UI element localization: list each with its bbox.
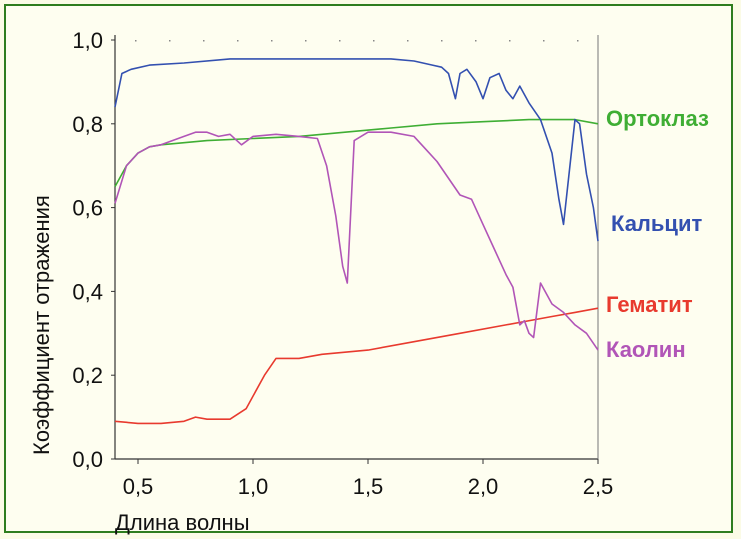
top-dot xyxy=(339,40,341,42)
chart-frame xyxy=(4,4,733,533)
y-tick-label: 0,2 xyxy=(72,363,103,388)
top-dot xyxy=(407,40,409,42)
top-dot xyxy=(237,40,239,42)
top-dot xyxy=(543,40,545,42)
series-label-Гематит: Гематит xyxy=(606,292,693,317)
x-tick-label: 2,0 xyxy=(468,474,499,499)
top-dot xyxy=(203,40,205,42)
x-tick-label: 0,5 xyxy=(123,474,154,499)
top-dot xyxy=(373,40,375,42)
series-label-Кальцит: Кальцит xyxy=(611,211,702,236)
series-line-Гематит xyxy=(114,307,599,425)
top-dot xyxy=(305,40,307,42)
series-lines xyxy=(114,58,599,425)
x-tick-label: 1,0 xyxy=(238,474,269,499)
top-dot xyxy=(169,40,171,42)
y-tick-label: 0,8 xyxy=(72,112,103,137)
series-line-Ортоклаз xyxy=(114,118,599,187)
x-axis-title: Длина волны xyxy=(115,510,250,535)
top-dot xyxy=(475,40,477,42)
y-axis-title: Коэффициент отражения xyxy=(29,195,54,455)
top-dot xyxy=(271,40,273,42)
top-dot xyxy=(441,40,443,42)
x-tick-label: 1,5 xyxy=(353,474,384,499)
top-dot xyxy=(135,40,137,42)
y-tick-label: 0,6 xyxy=(72,196,103,221)
x-tick-label: 2,5 xyxy=(583,474,614,499)
series-label-Каолин: Каолин xyxy=(606,337,686,362)
top-dot xyxy=(577,40,579,42)
series-label-Ортоклаз: Ортоклаз xyxy=(606,106,709,131)
axes: 0,0 0,2 0,4 0,6 0,8 1,0 0,5 1,0 1,5 2,0 2,5 xyxy=(72,28,613,499)
y-tick-label: 1,0 xyxy=(72,28,103,53)
y-tick-label: 0,4 xyxy=(72,279,103,304)
series-line-Кальцит xyxy=(114,58,599,242)
series-labels: Ортоклаз Кальцит Гематит Каолин xyxy=(606,106,709,362)
y-tick-label: 0,0 xyxy=(72,447,103,472)
series-line-Каолин xyxy=(114,131,599,351)
top-dot xyxy=(509,40,511,42)
